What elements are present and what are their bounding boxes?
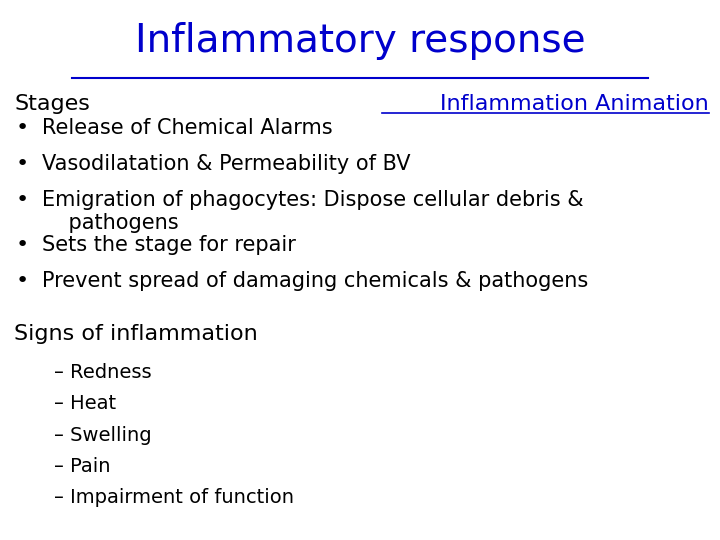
Text: – Impairment of function: – Impairment of function <box>54 488 294 507</box>
Text: •: • <box>16 235 29 255</box>
Text: – Heat: – Heat <box>54 394 116 413</box>
Text: Prevent spread of damaging chemicals & pathogens: Prevent spread of damaging chemicals & p… <box>42 271 588 291</box>
Text: •: • <box>16 118 29 138</box>
Text: Inflammatory response: Inflammatory response <box>135 22 585 59</box>
Text: Emigration of phagocytes: Dispose cellular debris &
    pathogens: Emigration of phagocytes: Dispose cellul… <box>42 190 583 233</box>
Text: Signs of inflammation: Signs of inflammation <box>14 324 258 344</box>
Text: •: • <box>16 190 29 210</box>
Text: •: • <box>16 271 29 291</box>
Text: Stages: Stages <box>14 94 90 114</box>
Text: Inflammation Animation: Inflammation Animation <box>441 94 709 114</box>
Text: •: • <box>16 154 29 174</box>
Text: Vasodilatation & Permeability of BV: Vasodilatation & Permeability of BV <box>42 154 410 174</box>
Text: – Pain: – Pain <box>54 457 110 476</box>
Text: Release of Chemical Alarms: Release of Chemical Alarms <box>42 118 333 138</box>
Text: – Swelling: – Swelling <box>54 426 152 444</box>
Text: – Redness: – Redness <box>54 363 152 382</box>
Text: Sets the stage for repair: Sets the stage for repair <box>42 235 296 255</box>
